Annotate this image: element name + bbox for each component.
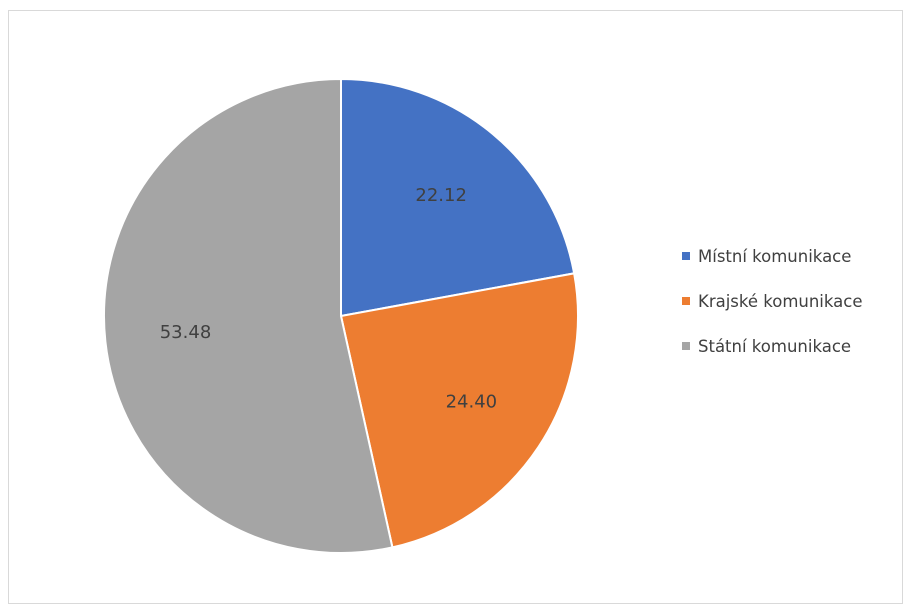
data-label-krajske-komunikace: 24.40: [446, 391, 498, 412]
legend-label: Místní komunikace: [698, 246, 852, 266]
legend-label: Krajské komunikace: [698, 291, 863, 311]
data-label-mistni-komunikace: 22.12: [415, 185, 467, 206]
data-label-statni-komunikace: 53.48: [160, 322, 212, 343]
legend-swatch: [682, 252, 690, 260]
pie-slice-mistni-komunikace: [340, 77, 576, 318]
legend-item-statni-komunikace: Státní komunikace: [682, 336, 863, 356]
legend: Místní komunikace Krajské komunikace Státn…: [682, 246, 863, 381]
pie-slices: [103, 77, 579, 554]
legend-swatch: [682, 297, 690, 305]
legend-swatch: [682, 342, 690, 350]
data-labels: 22.12 24.40 53.48: [160, 185, 497, 413]
legend-item-mistni-komunikace: Místní komunikace: [682, 246, 863, 266]
legend-item-krajske-komunikace: Krajské komunikace: [682, 291, 863, 311]
pie-slice-krajske-komunikace: [339, 272, 579, 549]
legend-label: Státní komunikace: [698, 336, 852, 356]
pie-slice-statni-komunikace: [103, 77, 394, 554]
